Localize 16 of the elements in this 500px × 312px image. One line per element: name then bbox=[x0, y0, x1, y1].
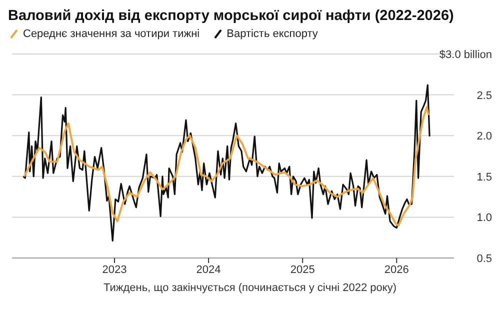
y-tick-label: $3.0 billion bbox=[439, 49, 492, 61]
x-tick-label: 2026 bbox=[384, 264, 409, 276]
y-tick-label: 1.5 bbox=[476, 171, 492, 184]
y-tick-label: 2.0 bbox=[476, 130, 492, 143]
legend-label: Вартість експорту bbox=[226, 28, 318, 40]
legend-label: Середнє значення за чотири тижні bbox=[23, 28, 200, 40]
x-axis-title: Тиждень, що закінчується (починається у січні 2022 року) bbox=[102, 282, 398, 294]
x-tick-label: 2025 bbox=[290, 264, 315, 276]
line-series bbox=[22, 84, 430, 242]
y-tick-label: 0.5 bbox=[476, 253, 492, 265]
y-tick-label: 2.5 bbox=[476, 90, 492, 102]
chart-title: Валовий дохід від експорту морської сирої нафти (2022-2026) bbox=[8, 8, 455, 24]
x-tick-label: 2023 bbox=[102, 264, 127, 276]
y-tick-label: 1.0 bbox=[476, 212, 492, 224]
line-series bbox=[23, 106, 430, 226]
x-tick-label: 2024 bbox=[196, 264, 221, 276]
